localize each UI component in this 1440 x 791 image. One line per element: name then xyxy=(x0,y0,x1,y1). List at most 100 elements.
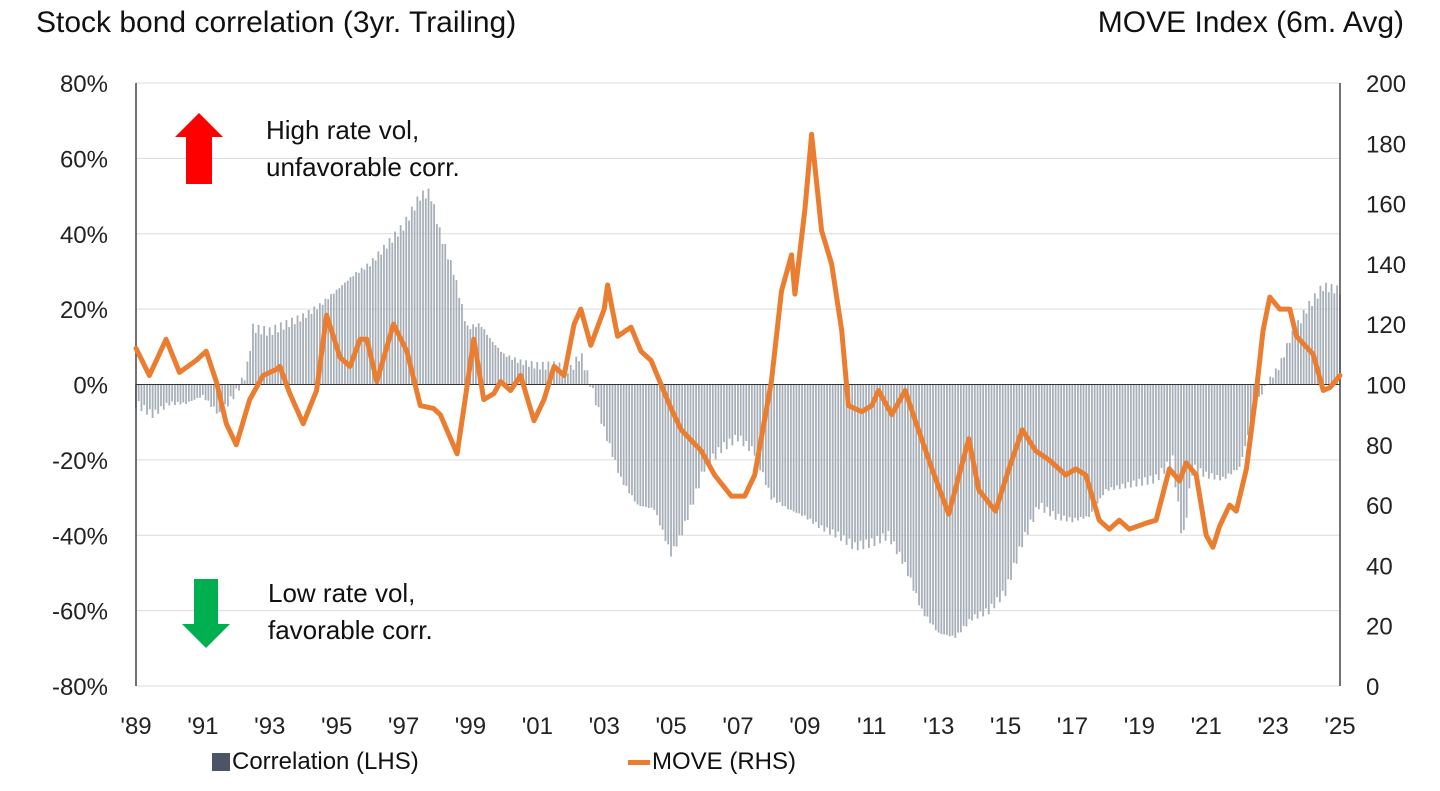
right-tick-label: 20 xyxy=(1366,614,1393,641)
correlation-bar xyxy=(1272,377,1274,385)
arrow-up-icon xyxy=(175,113,223,184)
correlation-bar xyxy=(541,361,544,385)
correlation-bar xyxy=(976,384,979,619)
correlation-bar xyxy=(1057,384,1060,514)
correlation-bar xyxy=(776,384,778,503)
correlation-bar xyxy=(597,384,600,408)
correlation-bar xyxy=(742,384,745,447)
correlation-bar xyxy=(424,198,427,385)
correlation-bar xyxy=(190,384,193,401)
correlation-bar xyxy=(497,347,500,385)
correlation-bar xyxy=(867,384,870,548)
correlation-bar xyxy=(165,384,168,403)
correlation-bar xyxy=(940,384,943,635)
correlation-bar xyxy=(282,329,285,385)
correlation-bar xyxy=(1174,384,1177,488)
correlation-bar xyxy=(901,384,904,564)
correlation-bar xyxy=(299,321,302,385)
correlation-bar xyxy=(586,370,589,385)
correlation-bar xyxy=(580,353,583,385)
correlation-bar xyxy=(327,299,330,385)
annotation-high-line1: High rate vol, xyxy=(266,115,419,145)
correlation-bar xyxy=(1219,384,1221,481)
correlation-bar xyxy=(399,225,402,385)
correlation-bar xyxy=(257,324,260,385)
correlation-bar xyxy=(366,263,369,385)
correlation-bar xyxy=(592,384,594,389)
correlation-bar xyxy=(436,224,438,385)
correlation-bar xyxy=(968,384,971,620)
correlation-bar xyxy=(1065,384,1068,522)
correlation-bar xyxy=(1152,384,1155,484)
correlation-bar xyxy=(1191,384,1194,476)
correlation-bar xyxy=(539,369,541,385)
right-tick-label: 160 xyxy=(1366,192,1406,219)
correlation-bar xyxy=(505,356,508,385)
correlation-bar xyxy=(792,384,795,512)
correlation-bar xyxy=(748,384,750,451)
correlation-bar xyxy=(338,288,341,385)
correlation-bar xyxy=(263,325,266,385)
correlation-bar xyxy=(137,384,140,402)
correlation-bar xyxy=(285,320,288,385)
correlation-bar xyxy=(1074,384,1077,518)
correlation-bar xyxy=(1107,384,1110,491)
correlation-bar xyxy=(647,384,650,509)
right-tick-label: 180 xyxy=(1366,131,1406,158)
correlation-bar xyxy=(753,384,756,456)
correlation-bar xyxy=(1313,293,1316,385)
correlation-bar xyxy=(686,384,689,521)
correlation-bar xyxy=(313,306,316,385)
x-tick-label: '97 xyxy=(388,713,419,740)
correlation-bar xyxy=(1018,384,1021,547)
correlation-bar xyxy=(488,338,491,385)
correlation-bar xyxy=(1224,384,1227,479)
correlation-bar xyxy=(619,384,622,477)
correlation-bar xyxy=(522,365,525,385)
correlation-bar xyxy=(352,276,355,385)
correlation-bar xyxy=(357,272,360,385)
correlation-bar xyxy=(815,384,817,522)
correlation-bar xyxy=(377,251,380,385)
correlation-bar xyxy=(204,384,207,401)
correlation-bar xyxy=(405,216,408,385)
correlation-bar xyxy=(1208,384,1210,479)
correlation-bar xyxy=(689,384,692,505)
correlation-bar xyxy=(923,384,926,617)
correlation-bar xyxy=(201,384,204,395)
correlation-bar xyxy=(1230,384,1233,475)
correlation-bar xyxy=(912,384,915,591)
correlation-bar xyxy=(1060,384,1063,521)
correlation-bar xyxy=(664,384,667,541)
correlation-bar xyxy=(1035,384,1038,508)
correlation-bar xyxy=(625,384,628,486)
correlation-bar xyxy=(951,384,954,636)
legend-move: MOVE (RHS) xyxy=(628,748,796,776)
correlation-bar xyxy=(1177,384,1180,502)
correlation-bar xyxy=(224,384,226,405)
x-tick-label: '13 xyxy=(923,713,954,740)
correlation-bar xyxy=(302,313,305,385)
correlation-bar xyxy=(842,384,845,536)
x-tick-label: '23 xyxy=(1257,713,1288,740)
correlation-bar xyxy=(711,384,714,454)
correlation-bar xyxy=(617,384,619,473)
correlation-bar xyxy=(1291,330,1294,385)
correlation-bar xyxy=(614,384,617,460)
correlation-bar xyxy=(1049,384,1051,517)
correlation-bar xyxy=(1210,384,1213,474)
x-tick-label: '21 xyxy=(1191,713,1222,740)
correlation-bar xyxy=(929,384,932,624)
correlation-bar xyxy=(572,369,575,385)
correlation-bar xyxy=(140,384,143,412)
correlation-bar xyxy=(207,384,210,401)
correlation-bar xyxy=(1068,384,1071,518)
correlation-bar xyxy=(1026,384,1029,535)
correlation-bar xyxy=(1135,384,1138,487)
correlation-bar xyxy=(396,236,399,385)
correlation-bar xyxy=(511,359,514,385)
correlation-bar xyxy=(355,272,357,385)
correlation-bar xyxy=(154,384,157,410)
correlation-bar xyxy=(385,248,388,385)
right-tick-label: 60 xyxy=(1366,493,1393,520)
